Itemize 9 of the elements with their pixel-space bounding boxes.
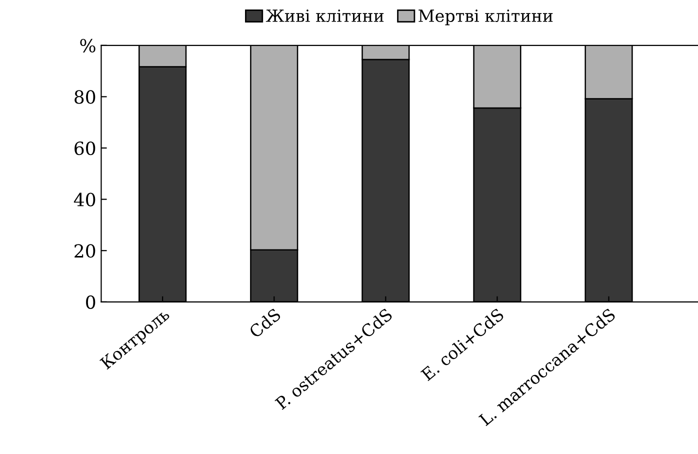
y-tick-label: 20 — [74, 244, 96, 258]
x-tick-label: CdS — [248, 308, 282, 338]
y-tick-label: % — [80, 38, 96, 53]
y-tick-label: 80 — [74, 90, 96, 104]
y-tick-label: 40 — [74, 192, 96, 206]
legend-label: Живі клітини — [266, 10, 384, 22]
y-tick-label: 60 — [74, 141, 96, 156]
y-tick-label: 0 — [86, 295, 96, 310]
legend-label: Мертві клітини — [418, 10, 553, 26]
